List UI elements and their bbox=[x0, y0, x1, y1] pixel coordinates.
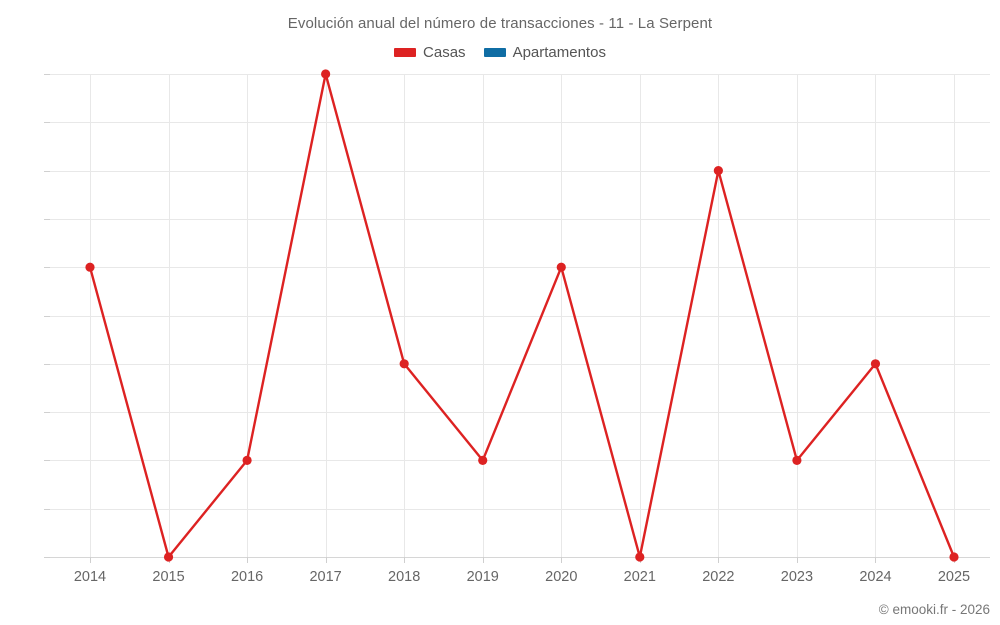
y-tick-mark bbox=[44, 170, 50, 172]
gridline-vertical bbox=[90, 74, 91, 557]
gridline-vertical bbox=[168, 74, 170, 557]
legend-item-casas[interactable]: Casas bbox=[394, 44, 466, 61]
x-axis-tick-label: 2024 bbox=[859, 569, 892, 585]
x-axis-tick-label: 2021 bbox=[623, 569, 656, 585]
gridline-vertical bbox=[561, 74, 563, 557]
data-point[interactable] bbox=[321, 69, 331, 79]
x-axis-tick-label: 2017 bbox=[309, 569, 342, 585]
x-tick-mark bbox=[875, 557, 877, 563]
x-axis-tick-label: 2023 bbox=[780, 569, 814, 585]
gridline-vertical bbox=[247, 74, 249, 557]
y-tick-mark bbox=[44, 267, 50, 269]
data-point[interactable] bbox=[85, 262, 95, 272]
gridline-vertical bbox=[954, 74, 955, 557]
gridline-vertical bbox=[482, 74, 484, 557]
gridline-vertical bbox=[639, 74, 641, 557]
y-tick-mark bbox=[44, 557, 50, 558]
data-point[interactable] bbox=[556, 262, 566, 272]
plot-area: 65.554.543.532.521.51 201420152016201720… bbox=[44, 69, 990, 585]
y-tick-mark bbox=[44, 122, 50, 124]
y-tick-mark bbox=[44, 508, 50, 510]
data-point[interactable] bbox=[792, 455, 802, 465]
x-tick-mark bbox=[561, 557, 563, 563]
chart-title: Evolución anual del número de transaccio… bbox=[287, 15, 713, 32]
data-point[interactable] bbox=[163, 552, 174, 562]
x-axis-tick-label: 2016 bbox=[230, 569, 264, 585]
y-tick-mark bbox=[44, 315, 50, 317]
gridline-vertical bbox=[796, 74, 798, 557]
x-tick-mark bbox=[247, 557, 249, 563]
x-tick-mark bbox=[404, 557, 406, 563]
x-tick-mark bbox=[718, 557, 720, 563]
gridline-vertical bbox=[875, 74, 877, 557]
x-tick-mark bbox=[90, 557, 91, 563]
x-axis-tick-label: 2014 bbox=[73, 569, 107, 585]
x-axis-labels: 2014 2015 2016 2017 2018 2019 2020 2021 2022 2023… bbox=[50, 74, 990, 585]
y-tick-mark bbox=[44, 412, 50, 414]
gridline-vertical bbox=[404, 74, 406, 557]
gridline-horizontal bbox=[50, 74, 990, 75]
y-tick-mark bbox=[44, 218, 50, 220]
gridline-horizontal bbox=[50, 363, 990, 365]
footer-copyright: © emooki.fr - 2026 bbox=[878, 602, 990, 617]
data-point[interactable] bbox=[478, 455, 488, 465]
x-axis-tick-label: 2020 bbox=[545, 569, 578, 585]
data-point[interactable] bbox=[713, 166, 723, 176]
gridline-vertical bbox=[325, 74, 327, 557]
gridline-horizontal bbox=[50, 218, 990, 220]
x-tick-mark bbox=[482, 557, 484, 563]
legend-swatch-apartamentos bbox=[483, 48, 506, 57]
x-tick-mark bbox=[325, 557, 327, 563]
legend-item-apartamentos[interactable]: Apartamentos bbox=[483, 44, 606, 61]
legend-label-casas: Casas bbox=[423, 44, 466, 61]
x-axis-tick-label: 2025 bbox=[937, 569, 971, 585]
gridline-horizontal bbox=[50, 267, 990, 269]
series-line-casas bbox=[88, 72, 956, 559]
data-point[interactable] bbox=[870, 359, 881, 369]
gridline-horizontal bbox=[50, 122, 990, 124]
data-point[interactable] bbox=[242, 455, 252, 465]
x-axis-tick-label: 2018 bbox=[388, 569, 421, 585]
gridline-horizontal bbox=[50, 315, 990, 317]
y-tick-mark bbox=[44, 460, 50, 462]
series-plot bbox=[85, 69, 959, 562]
gridline-horizontal bbox=[50, 460, 990, 462]
gridline-horizontal bbox=[50, 412, 990, 414]
data-point[interactable] bbox=[399, 359, 409, 369]
data-point[interactable] bbox=[949, 552, 959, 562]
gridline-horizontal bbox=[50, 170, 990, 172]
x-axis-tick-label: 2015 bbox=[152, 569, 185, 585]
gridline-vertical bbox=[718, 74, 720, 557]
legend-swatch-casas bbox=[394, 48, 417, 57]
gridline-horizontal bbox=[50, 508, 990, 510]
x-tick-mark bbox=[796, 557, 798, 563]
gridlines bbox=[50, 74, 990, 558]
y-tick-mark bbox=[44, 363, 50, 365]
data-point[interactable] bbox=[635, 552, 645, 562]
x-axis-tick-label: 2019 bbox=[466, 569, 499, 585]
x-axis-tick-label: 2022 bbox=[702, 569, 735, 585]
legend-label-apartamentos: Apartamentos bbox=[512, 44, 606, 61]
gridline-horizontal bbox=[50, 557, 990, 558]
chart-legend: Casas Apartamentos bbox=[0, 44, 1000, 61]
y-tick-mark bbox=[44, 74, 50, 75]
